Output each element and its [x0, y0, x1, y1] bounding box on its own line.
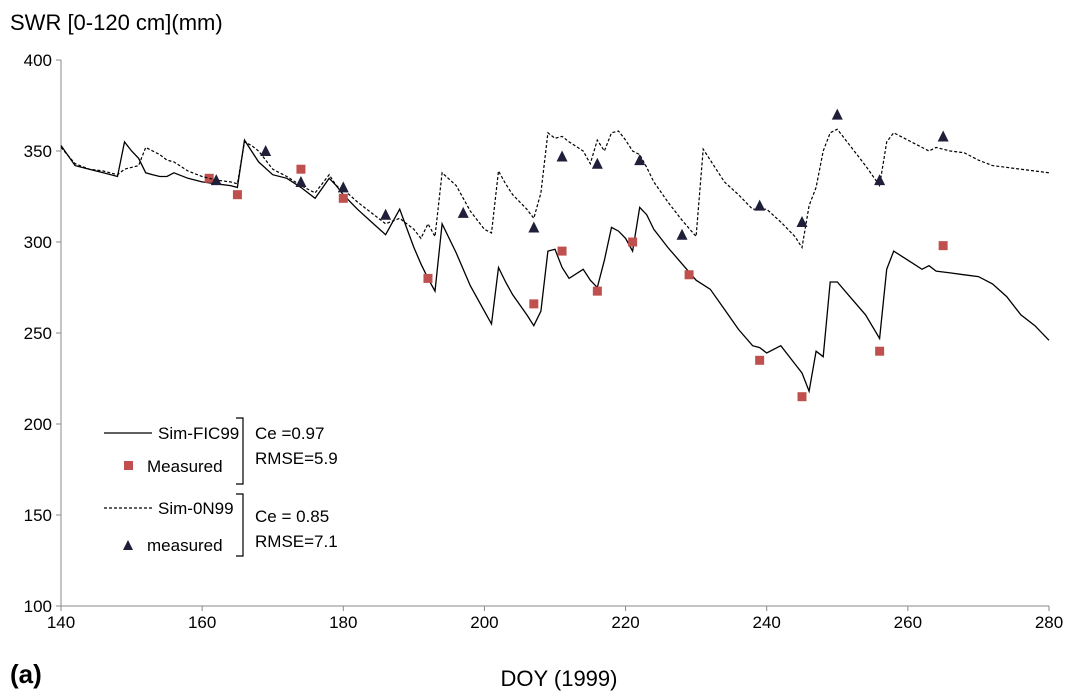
axes	[60, 60, 1049, 607]
measured-triangle-point	[591, 157, 603, 169]
x-tick-label: 140	[47, 613, 75, 632]
ce-value-fic99: Ce =0.97	[255, 424, 324, 443]
measured-triangle-point	[260, 145, 272, 156]
measured-triangle-point	[295, 175, 307, 187]
measured-triangle-point	[457, 206, 469, 218]
measured-triangle-point	[831, 108, 843, 120]
measured-point	[204, 173, 214, 183]
measured-point	[529, 299, 539, 309]
measured-triangle-point	[754, 199, 766, 211]
measured-triangle-point	[556, 150, 568, 162]
measured-triangle-point	[676, 228, 688, 240]
measured-triangle-point	[380, 208, 392, 220]
legend-sim-fic99-label: Sim-FIC99	[158, 424, 239, 443]
y-tick-label: 300	[24, 233, 52, 252]
y-tick-label: 250	[24, 324, 52, 343]
measured-triangle-point	[796, 215, 808, 227]
rmse-value-fic99: RMSE=5.9	[255, 449, 338, 468]
measured-triangle-point	[528, 221, 540, 233]
measured-point	[232, 190, 242, 200]
y-tick-label: 400	[24, 51, 52, 70]
panel-label: (a)	[10, 659, 42, 689]
measured-point	[423, 273, 433, 283]
measured-point	[628, 237, 638, 247]
y-tick-label: 350	[24, 142, 52, 161]
x-tick-label: 200	[470, 613, 498, 632]
legend-sim-0n99-label: Sim-0N99	[158, 499, 234, 518]
measured-triangle-point	[634, 154, 646, 166]
rmse-value-0n99: RMSE=7.1	[255, 532, 338, 551]
x-tick-label: 160	[188, 613, 216, 632]
legend-measured-triangle-swatch	[123, 540, 133, 550]
x-tick-label: 220	[611, 613, 639, 632]
x-tick-label: 240	[753, 613, 781, 632]
legend-measured-swatch	[124, 461, 133, 470]
measured-point	[296, 164, 306, 174]
series-line-sim-0n99-2	[60, 128, 1050, 250]
measured-triangle-point	[937, 130, 949, 142]
measured-point	[592, 286, 602, 296]
measured-point	[797, 392, 807, 402]
measured-point	[684, 270, 694, 280]
measured-point	[938, 241, 948, 251]
chart-title: SWR [0-120 cm](mm)	[10, 10, 223, 35]
measured-triangle-point	[210, 174, 222, 186]
measured-point	[755, 355, 765, 365]
x-tick-label: 180	[329, 613, 357, 632]
x-tick-label: 260	[894, 613, 922, 632]
measured-point	[875, 346, 885, 356]
legend-bracket-bottom	[236, 493, 244, 557]
y-tick-label: 150	[24, 506, 52, 525]
x-tick-label: 280	[1035, 613, 1063, 632]
ticks: 140 160 180 200 220 240 260 280 100 150 200 250 300 3…	[24, 51, 1064, 632]
measured-point	[338, 193, 348, 203]
y-tick-label: 200	[24, 415, 52, 434]
legend-measured-label: Measured	[147, 457, 223, 476]
series-line-sim-fic99-0	[60, 138, 1050, 394]
y-tick-label: 100	[24, 597, 52, 616]
series-layer	[60, 108, 1050, 402]
legend-bracket-top	[236, 417, 244, 485]
legend-measured-triangle-label: measured	[147, 536, 223, 555]
x-axis-label: DOY (1999)	[501, 666, 618, 691]
measured-triangle-point	[337, 181, 349, 193]
measured-triangle-point	[874, 174, 886, 186]
ce-value-0n99: Ce = 0.85	[255, 507, 329, 526]
measured-point	[557, 246, 567, 256]
legend: Sim-FIC99 Measured Sim-0N99 measured Ce …	[104, 417, 338, 557]
